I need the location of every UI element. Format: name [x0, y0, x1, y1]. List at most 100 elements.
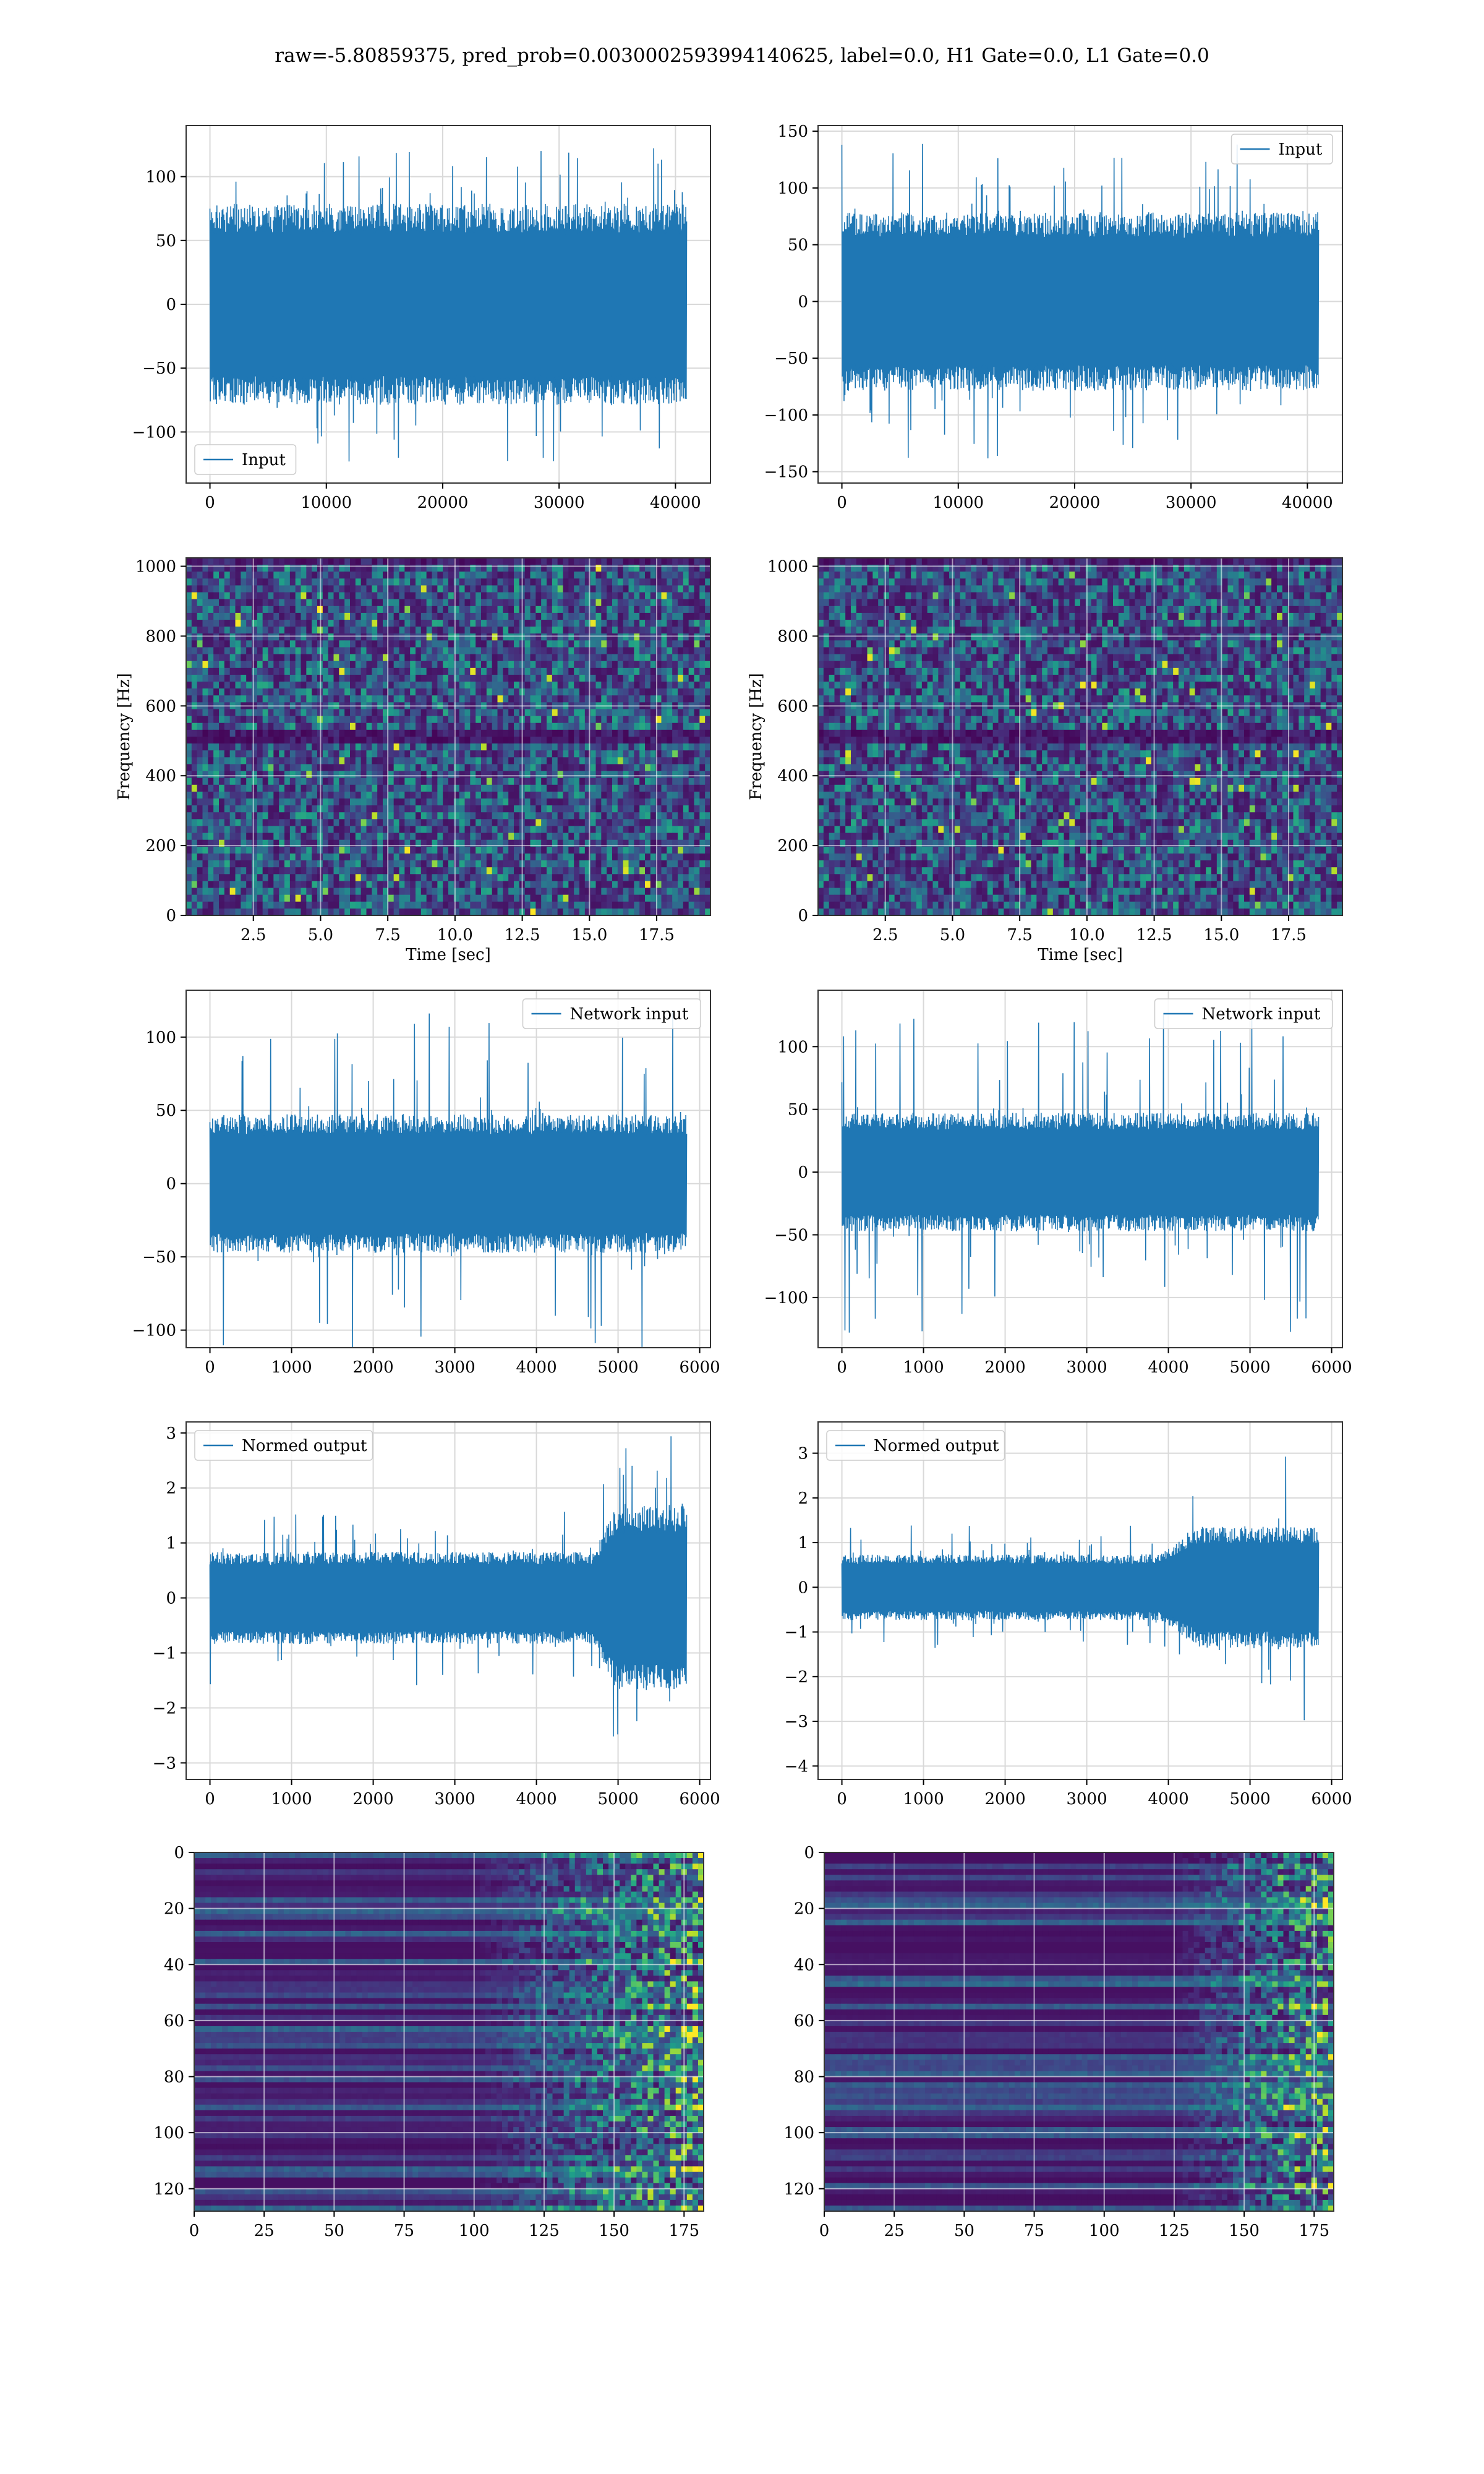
heatmap-cell: [241, 888, 247, 896]
heatmap-cell: [552, 798, 558, 806]
heatmap-cell: [535, 716, 542, 724]
heatmap-cell: [399, 647, 405, 655]
heatmap-cell: [623, 729, 629, 737]
heatmap-cell: [437, 729, 443, 737]
heatmap-cell: [541, 729, 547, 737]
heatmap-cell: [590, 860, 597, 868]
heatmap-cell: [219, 798, 225, 806]
heatmap-cell: [208, 620, 214, 627]
heatmap-cell: [388, 682, 394, 689]
heatmap-cell: [279, 729, 285, 737]
heatmap-cell: [262, 805, 269, 813]
heatmap-cell: [645, 633, 651, 641]
heatmap-cell: [535, 833, 542, 841]
heatmap-cell: [377, 722, 383, 730]
heatmap-cell: [333, 620, 339, 627]
heatmap-cell: [219, 688, 225, 696]
heatmap-cell: [399, 558, 405, 565]
heatmap-cell: [333, 833, 339, 841]
heatmap-cell: [486, 578, 493, 586]
heatmap-cell: [197, 688, 203, 696]
heatmap-cell: [246, 867, 252, 875]
heatmap-cell: [705, 612, 710, 620]
heatmap-cell: [699, 867, 706, 875]
heatmap-cell: [634, 881, 640, 889]
heatmap-cell: [420, 881, 427, 889]
heatmap-cell: [508, 620, 514, 627]
heatmap-cell: [312, 777, 318, 785]
heatmap-cell: [492, 839, 498, 847]
heatmap-cell: [202, 791, 208, 799]
heatmap-cell: [568, 743, 574, 751]
heatmap-cell: [202, 846, 208, 854]
heatmap-cell: [612, 791, 618, 799]
heatmap-cell: [688, 833, 695, 841]
heatmap-cell: [486, 771, 493, 779]
heatmap-cell: [416, 894, 422, 902]
heatmap-cell: [530, 819, 536, 827]
heatmap-cell: [416, 688, 422, 696]
heatmap-cell: [328, 682, 335, 689]
heatmap-cell: [186, 867, 192, 875]
heatmap-cell: [339, 757, 345, 765]
heatmap-cell: [688, 674, 695, 682]
heatmap-cell: [661, 764, 667, 772]
heatmap-cell: [388, 729, 394, 737]
heatmap-cell: [497, 777, 503, 785]
heatmap-cell: [699, 674, 706, 682]
heatmap-cell: [383, 722, 389, 730]
heatmap-cell: [524, 819, 531, 827]
heatmap-cell: [383, 771, 389, 779]
heatmap-cell: [437, 743, 443, 751]
heatmap-cell: [443, 558, 449, 565]
heatmap-cell: [219, 833, 225, 841]
heatmap-cell: [197, 571, 203, 579]
heatmap-cell: [530, 737, 536, 744]
heatmap-cell: [213, 860, 220, 868]
heatmap-cell: [404, 737, 411, 744]
heatmap-cell: [420, 846, 427, 854]
heatmap-cell: [607, 757, 613, 765]
heatmap-cell: [448, 757, 454, 765]
heatmap-cell: [601, 867, 607, 875]
heatmap-cell: [420, 667, 427, 675]
heatmap-cell: [667, 853, 673, 861]
heatmap-cell: [699, 592, 706, 600]
heatmap-cell: [229, 771, 236, 779]
heatmap-cell: [694, 716, 700, 724]
heatmap-cell: [322, 654, 329, 662]
heatmap-cell: [328, 722, 335, 730]
heatmap-cell: [355, 826, 362, 834]
heatmap-cell: [360, 853, 367, 861]
heatmap-cell: [645, 881, 651, 889]
heatmap-cell: [360, 757, 367, 765]
heatmap-cell: [607, 894, 613, 902]
heatmap-cell: [590, 901, 597, 909]
heatmap-cell: [339, 833, 345, 841]
heatmap-cell: [257, 640, 263, 648]
heatmap-cell: [224, 661, 231, 669]
heatmap-cell: [667, 688, 673, 696]
heatmap-cell: [475, 888, 482, 896]
heatmap-cell: [634, 612, 640, 620]
heatmap-cell: [563, 805, 569, 813]
heatmap-cell: [208, 867, 214, 875]
heatmap-cell: [672, 722, 678, 730]
heatmap-cell: [229, 812, 236, 820]
heatmap-cell: [432, 826, 438, 834]
heatmap-cell: [213, 771, 220, 779]
heatmap-cell: [399, 784, 405, 792]
heatmap-cell: [579, 764, 586, 772]
heatmap-cell: [579, 682, 586, 689]
heatmap-cell: [344, 627, 351, 634]
heatmap-cell: [383, 654, 389, 662]
heatmap-cell: [530, 874, 536, 882]
heatmap-cell: [672, 881, 678, 889]
heatmap-cell: [524, 682, 531, 689]
heatmap-cell: [557, 860, 564, 868]
heatmap-cell: [547, 833, 553, 841]
heatmap-cell: [344, 578, 351, 586]
heatmap-cell: [623, 805, 629, 813]
heatmap-cell: [355, 612, 362, 620]
heatmap-cell: [530, 812, 536, 820]
